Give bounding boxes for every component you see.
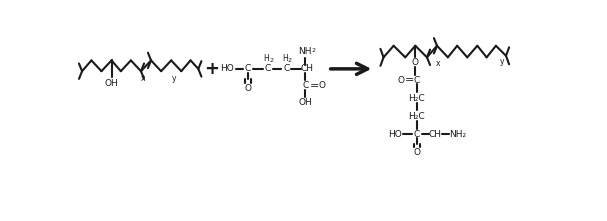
Text: 2: 2	[288, 58, 292, 63]
Text: y: y	[500, 57, 504, 66]
Text: O: O	[319, 81, 326, 90]
Text: C: C	[265, 64, 271, 73]
Text: O: O	[412, 58, 419, 67]
Text: H₂C: H₂C	[409, 94, 425, 103]
Text: CH: CH	[300, 64, 313, 73]
Text: H: H	[282, 54, 288, 63]
Text: O: O	[413, 148, 421, 157]
Text: C: C	[414, 130, 420, 139]
Text: 2: 2	[269, 58, 273, 63]
Text: OH: OH	[104, 79, 118, 88]
Text: O: O	[245, 84, 251, 93]
Text: O: O	[398, 76, 405, 85]
Text: x: x	[436, 59, 440, 68]
Text: OH: OH	[299, 98, 312, 107]
Text: NH₂: NH₂	[449, 130, 467, 139]
Text: x: x	[141, 74, 146, 83]
Text: C: C	[414, 76, 420, 85]
Text: HO: HO	[388, 130, 402, 139]
Text: H₂C: H₂C	[409, 112, 425, 121]
Text: =: =	[310, 81, 319, 91]
Text: =: =	[404, 75, 414, 86]
Text: C: C	[302, 81, 308, 90]
Text: H: H	[263, 54, 270, 63]
Text: C: C	[283, 64, 290, 73]
Text: 2: 2	[311, 48, 315, 53]
Text: CH: CH	[428, 130, 441, 139]
Text: +: +	[204, 60, 219, 78]
Text: C: C	[245, 64, 251, 73]
Text: HO: HO	[220, 64, 234, 73]
Text: y: y	[171, 74, 176, 83]
Text: NH: NH	[299, 48, 312, 56]
